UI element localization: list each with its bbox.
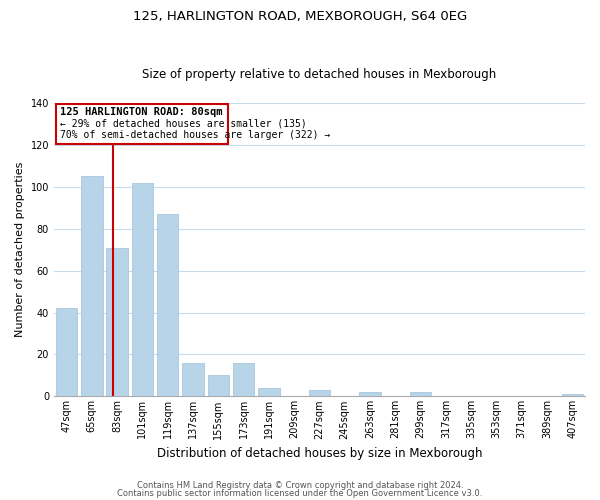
Text: 125, HARLINGTON ROAD, MEXBOROUGH, S64 0EG: 125, HARLINGTON ROAD, MEXBOROUGH, S64 0E…	[133, 10, 467, 23]
Bar	[106, 248, 128, 396]
Bar	[56, 308, 77, 396]
Text: Contains HM Land Registry data © Crown copyright and database right 2024.: Contains HM Land Registry data © Crown c…	[137, 481, 463, 490]
Bar	[359, 392, 381, 396]
Bar	[258, 388, 280, 396]
Bar	[562, 394, 583, 396]
Bar	[182, 363, 204, 396]
FancyBboxPatch shape	[56, 104, 229, 144]
Text: Contains public sector information licensed under the Open Government Licence v3: Contains public sector information licen…	[118, 488, 482, 498]
Text: 125 HARLINGTON ROAD: 80sqm: 125 HARLINGTON ROAD: 80sqm	[60, 107, 222, 117]
Text: ← 29% of detached houses are smaller (135): ← 29% of detached houses are smaller (13…	[60, 118, 307, 128]
Bar	[208, 376, 229, 396]
Bar	[410, 392, 431, 396]
X-axis label: Distribution of detached houses by size in Mexborough: Distribution of detached houses by size …	[157, 447, 482, 460]
Text: 70% of semi-detached houses are larger (322) →: 70% of semi-detached houses are larger (…	[60, 130, 330, 140]
Bar	[157, 214, 178, 396]
Y-axis label: Number of detached properties: Number of detached properties	[15, 162, 25, 338]
Bar	[309, 390, 330, 396]
Bar	[131, 182, 153, 396]
Bar	[233, 363, 254, 396]
Title: Size of property relative to detached houses in Mexborough: Size of property relative to detached ho…	[142, 68, 497, 81]
Bar	[81, 176, 103, 396]
